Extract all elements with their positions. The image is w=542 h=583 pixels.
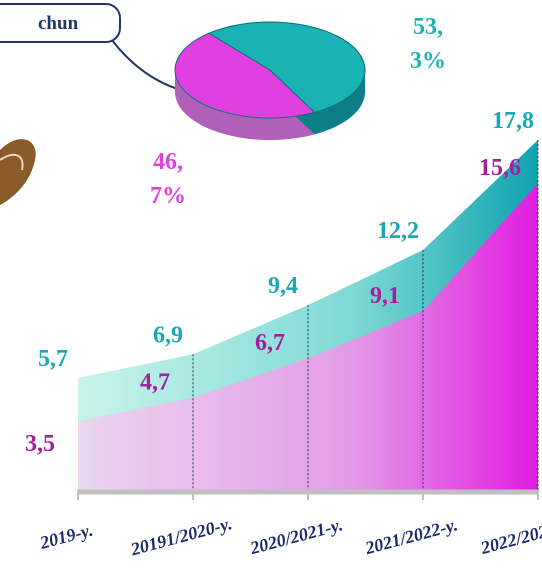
pie-slice	[207, 21, 366, 113]
x-tick-label: 2019-y.	[37, 520, 95, 554]
value-label: 9,1	[370, 283, 400, 309]
pie-label: 46, 7%	[150, 149, 186, 209]
pie	[174, 21, 366, 141]
x-tick-label: 2020/2021-y.	[247, 514, 345, 558]
feather-detail	[0, 153, 24, 171]
x-tick-label: 20191/2020-y.	[128, 513, 234, 559]
callout-text: chun	[38, 13, 79, 34]
value-label: 3,5	[25, 431, 55, 457]
value-label: 6,7	[255, 330, 285, 356]
value-label: 15,6	[479, 155, 521, 181]
pie-label: 53, 3%	[410, 14, 446, 74]
area-series	[78, 183, 538, 490]
area-chart: 2019-y. 20191/2020-y. 2020/2021-y. 2021/202…	[25, 108, 542, 560]
value-label: 17,8	[492, 108, 534, 134]
value-label: 6,9	[153, 322, 183, 348]
pie-slice	[174, 32, 316, 119]
value-label: 9,4	[268, 273, 298, 299]
callout-box	[0, 3, 121, 43]
value-label: 5,7	[38, 346, 68, 372]
value-label: 4,7	[140, 370, 170, 396]
feather-decoration	[0, 139, 36, 205]
x-tick-label: 2021/2022-y.	[362, 514, 460, 558]
x-tick-label: 2022/2023 y.	[478, 514, 542, 558]
value-label: 12,2	[377, 218, 419, 244]
